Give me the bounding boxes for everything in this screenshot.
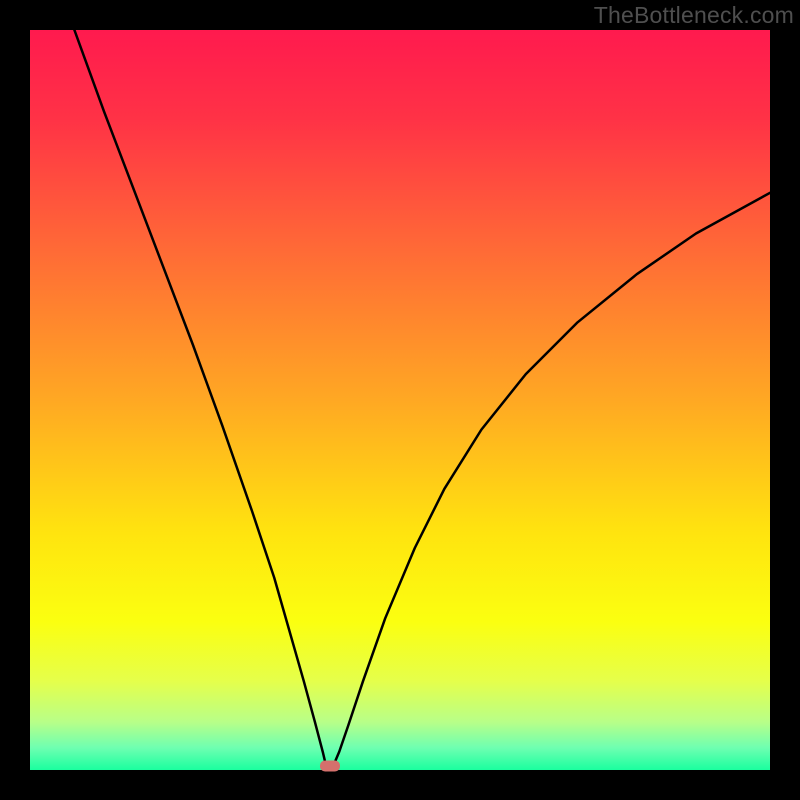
watermark-text: TheBottleneck.com bbox=[594, 2, 794, 29]
curve-layer bbox=[30, 30, 770, 770]
plot-area bbox=[30, 30, 770, 770]
bottleneck-curve bbox=[74, 30, 770, 770]
chart-frame: TheBottleneck.com bbox=[0, 0, 800, 800]
optimal-marker bbox=[320, 761, 340, 772]
